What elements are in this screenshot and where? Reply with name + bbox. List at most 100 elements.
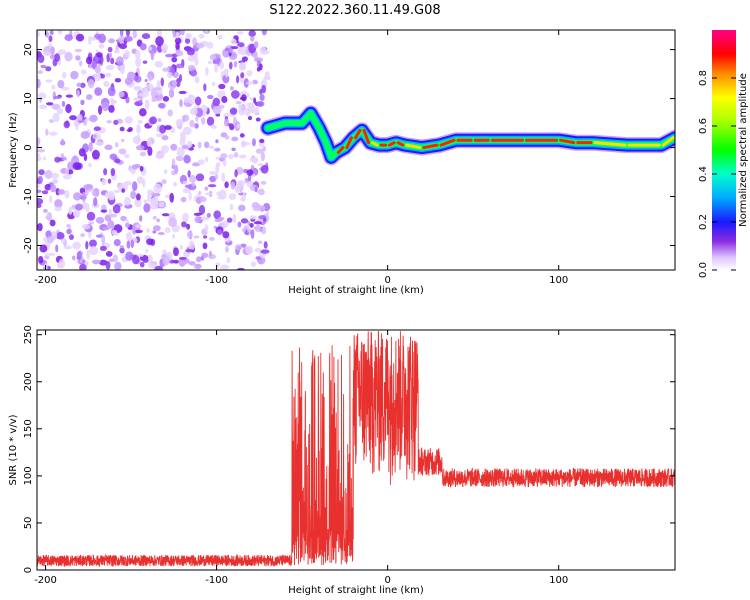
noise-blob bbox=[237, 42, 245, 48]
noise-blob bbox=[115, 56, 124, 66]
noise-blob bbox=[57, 30, 63, 35]
noise-blob bbox=[198, 33, 205, 39]
noise-blob bbox=[37, 78, 41, 89]
noise-blob bbox=[37, 153, 41, 157]
noise-blob bbox=[139, 165, 144, 172]
noise-blob bbox=[86, 249, 91, 260]
noise-blob bbox=[158, 102, 166, 109]
noise-blob bbox=[247, 220, 251, 226]
noise-blob bbox=[160, 77, 165, 87]
noise-blob bbox=[74, 48, 83, 53]
spectrogram-ytick-label: -10 bbox=[23, 188, 34, 204]
noise-blob bbox=[228, 193, 237, 199]
noise-blob bbox=[68, 234, 74, 240]
noise-blob bbox=[119, 247, 125, 254]
noise-blob bbox=[135, 224, 142, 228]
noise-blob bbox=[194, 76, 200, 84]
noise-blob bbox=[38, 96, 42, 104]
noise-blob bbox=[108, 213, 118, 218]
noise-blob bbox=[157, 231, 165, 236]
noise-blob bbox=[103, 80, 110, 88]
noise-blob bbox=[234, 169, 238, 178]
noise-blob bbox=[175, 118, 184, 127]
noise-blob bbox=[214, 63, 219, 73]
noise-blob bbox=[198, 204, 206, 215]
noise-blob bbox=[258, 215, 267, 220]
noise-blob bbox=[150, 50, 155, 61]
noise-blob bbox=[49, 184, 57, 193]
snr-ytick-label: 100 bbox=[23, 466, 34, 485]
noise-blob bbox=[131, 181, 138, 192]
noise-blob bbox=[39, 244, 48, 253]
noise-blob bbox=[156, 218, 160, 223]
noise-blob bbox=[217, 229, 222, 236]
noise-blob bbox=[162, 67, 170, 72]
noise-blob bbox=[199, 196, 207, 203]
noise-blob bbox=[192, 37, 197, 46]
noise-blob bbox=[256, 101, 265, 107]
noise-blob bbox=[243, 78, 250, 88]
noise-blob bbox=[139, 215, 143, 222]
noise-blob bbox=[212, 97, 221, 107]
noise-blob bbox=[107, 220, 115, 229]
noise-blob bbox=[100, 73, 106, 79]
noise-blob bbox=[75, 123, 79, 131]
noise-blob bbox=[118, 148, 127, 155]
noise-blob bbox=[186, 231, 193, 239]
noise-blob bbox=[152, 215, 157, 220]
noise-blob bbox=[75, 33, 85, 42]
noise-blob bbox=[127, 127, 133, 132]
noise-blob bbox=[57, 49, 66, 55]
spectrogram-xtick-label: 0 bbox=[384, 275, 390, 286]
noise-blob bbox=[241, 94, 247, 102]
noise-blob bbox=[152, 230, 157, 234]
noise-blob bbox=[138, 92, 145, 97]
noise-blob bbox=[170, 143, 178, 151]
noise-blob bbox=[81, 223, 91, 230]
noise-blob bbox=[204, 30, 209, 33]
noise-blob bbox=[130, 239, 135, 249]
noise-blob bbox=[109, 153, 118, 160]
noise-blob bbox=[255, 224, 262, 233]
noise-blob bbox=[46, 235, 55, 244]
noise-blob bbox=[37, 148, 46, 153]
noise-blob bbox=[228, 153, 234, 160]
noise-blob bbox=[204, 192, 213, 196]
spectrogram-ytick-label: 0 bbox=[23, 144, 34, 150]
noise-blob bbox=[125, 251, 134, 261]
noise-blob bbox=[249, 222, 254, 228]
noise-blob bbox=[88, 35, 92, 45]
noise-blob bbox=[172, 182, 178, 187]
noise-blob bbox=[117, 118, 124, 124]
noise-blob bbox=[223, 112, 230, 118]
noise-blob bbox=[112, 254, 119, 263]
noise-blob bbox=[181, 221, 187, 228]
snr-xtick-label: 0 bbox=[384, 575, 390, 586]
noise-blob bbox=[111, 229, 118, 236]
noise-blob bbox=[65, 94, 74, 98]
noise-blob bbox=[45, 79, 53, 83]
noise-blob bbox=[80, 99, 85, 106]
snr-ytick-label: 250 bbox=[23, 325, 34, 344]
noise-blob bbox=[230, 38, 237, 45]
noise-blob bbox=[217, 35, 223, 40]
noise-blob bbox=[139, 261, 145, 268]
noise-blob bbox=[133, 97, 142, 101]
noise-blob bbox=[63, 120, 70, 129]
noise-blob bbox=[195, 42, 205, 49]
colorbar: 0.0 0.2 0.4 0.6 0.8 Normalized spectral ampl… bbox=[698, 30, 749, 278]
noise-blob bbox=[155, 36, 164, 47]
noise-blob bbox=[257, 188, 265, 196]
noise-blob bbox=[80, 69, 87, 75]
noise-blob bbox=[224, 69, 229, 78]
noise-blob bbox=[219, 61, 225, 70]
noise-blob bbox=[48, 131, 58, 136]
noise-blob bbox=[118, 91, 125, 98]
noise-blob bbox=[108, 52, 113, 59]
noise-blob bbox=[72, 241, 81, 250]
ridge-core bbox=[371, 141, 379, 147]
noise-blob bbox=[206, 212, 211, 218]
noise-blob bbox=[236, 166, 244, 175]
snr-ytick-label: 150 bbox=[23, 419, 34, 438]
